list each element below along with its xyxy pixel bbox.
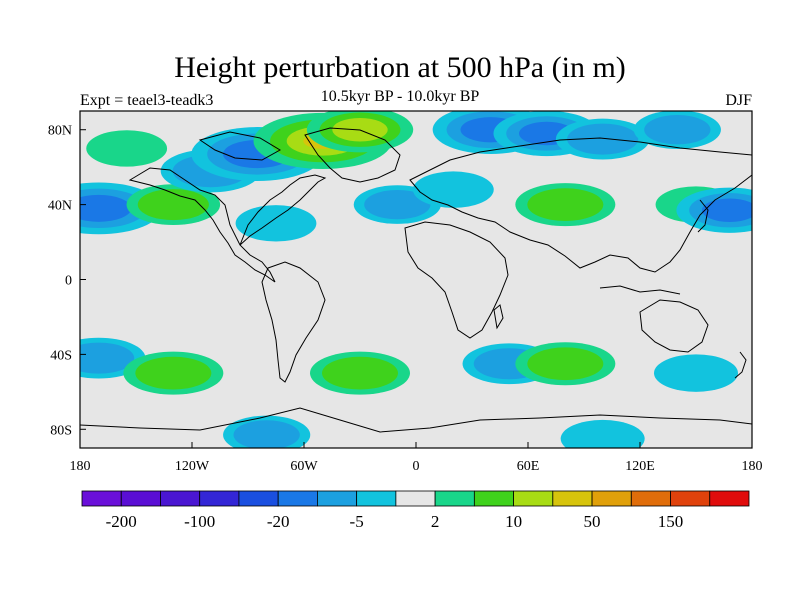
colorbar-label: -200 bbox=[106, 512, 137, 531]
contour-region-18-1 bbox=[527, 347, 604, 381]
contour-region-22-0 bbox=[654, 354, 738, 392]
contour-region-19-1 bbox=[644, 115, 711, 145]
colorbar: -200 -100 -20 -5 2 10 50 150 bbox=[81, 490, 750, 531]
coastline-antarctica bbox=[80, 407, 752, 433]
coastline-australia bbox=[639, 299, 709, 353]
colorbar-label: -5 bbox=[350, 512, 364, 531]
colorbar-swatch bbox=[591, 490, 632, 507]
colorbar-swatch bbox=[709, 490, 750, 507]
experiment-label: Expt = teael3-teadk3 bbox=[80, 92, 214, 109]
coastline-madagascar bbox=[493, 304, 504, 330]
y-tick-label: 40S bbox=[50, 348, 72, 363]
coastline-north-america-east bbox=[239, 174, 327, 246]
contour-region-21-2 bbox=[701, 198, 752, 222]
y-tick-label: 80S bbox=[50, 423, 72, 438]
colorbar-label: 50 bbox=[584, 512, 601, 531]
colorbar-swatch bbox=[552, 490, 593, 507]
x-tick-label: 120E bbox=[625, 459, 655, 474]
x-tick-label: 180 bbox=[70, 459, 91, 474]
x-tick-label: 180 bbox=[742, 459, 763, 474]
coastline-greenland bbox=[304, 127, 401, 183]
contour-region-16-1 bbox=[527, 188, 604, 221]
contour-region-3-1 bbox=[137, 189, 209, 221]
colorbar-swatch bbox=[434, 490, 475, 507]
coastline-arctic-islands bbox=[198, 131, 281, 161]
x-tick-label: 120W bbox=[175, 459, 210, 474]
colorbar-label: -20 bbox=[267, 512, 290, 531]
colorbar-swatch bbox=[199, 490, 240, 507]
x-tick-label: 60E bbox=[517, 459, 540, 474]
x-tick-label: 0 bbox=[413, 459, 420, 474]
page-title: Height perturbation at 500 hPa (in m) bbox=[174, 51, 626, 84]
colorbar-swatch bbox=[317, 490, 358, 507]
map-plot: 180 120W 60W 0 60E 120E 180 80N 40N 0 40S 80S bbox=[48, 110, 763, 474]
coastline-south-america bbox=[261, 261, 326, 383]
coastline-new-zealand bbox=[734, 351, 747, 379]
coastline-japan bbox=[697, 199, 709, 233]
period-label: 10.5kyr BP - 10.0kyr BP bbox=[320, 88, 480, 105]
colorbar-label: 150 bbox=[658, 512, 684, 531]
axis-ticks: 180 120W 60W 0 60E 120E 180 80N 40N 0 40S 80S bbox=[48, 124, 763, 474]
y-tick-label: 0 bbox=[65, 274, 72, 289]
colorbar-swatch bbox=[513, 490, 554, 507]
x-tick-label: 60W bbox=[290, 459, 318, 474]
colorbar-label: 2 bbox=[431, 512, 440, 531]
contour-region-11-1 bbox=[322, 356, 398, 390]
colorbar-swatch bbox=[473, 490, 514, 507]
colorbar-swatch bbox=[630, 490, 671, 507]
colorbar-swatch bbox=[160, 490, 201, 507]
y-tick-label: 40N bbox=[48, 199, 72, 214]
coastlines bbox=[80, 127, 752, 433]
colorbar-label: 10 bbox=[505, 512, 522, 531]
contour-region-1-1 bbox=[80, 342, 135, 374]
contour-region-2-0 bbox=[86, 130, 168, 167]
contour-region-10-1 bbox=[135, 356, 212, 390]
contour-field bbox=[80, 111, 752, 448]
coastline-eurasia bbox=[409, 137, 752, 273]
colorbar-swatch bbox=[120, 490, 161, 507]
season-label: DJF bbox=[725, 92, 752, 109]
contour-region-0-2 bbox=[80, 194, 132, 222]
y-tick-label: 80N bbox=[48, 124, 72, 139]
contour-region-15-1 bbox=[567, 123, 639, 155]
colorbar-swatch bbox=[670, 490, 711, 507]
contour-region-23-1 bbox=[233, 420, 300, 448]
colorbar-swatch bbox=[81, 490, 122, 507]
contour-region-24-0 bbox=[560, 419, 645, 448]
coastline-africa bbox=[404, 221, 509, 339]
coastline-indonesia bbox=[599, 285, 681, 295]
colorbar-label: -100 bbox=[184, 512, 215, 531]
colorbar-swatch bbox=[356, 490, 397, 507]
contour-region-12-0 bbox=[412, 171, 494, 208]
contour-region-6-0 bbox=[235, 205, 317, 242]
colorbar-swatch bbox=[238, 490, 279, 507]
colorbar-swatch bbox=[395, 490, 436, 507]
colorbar-swatch bbox=[277, 490, 318, 507]
coastline-north-america bbox=[128, 167, 276, 283]
contour-region-9-1 bbox=[364, 189, 431, 220]
